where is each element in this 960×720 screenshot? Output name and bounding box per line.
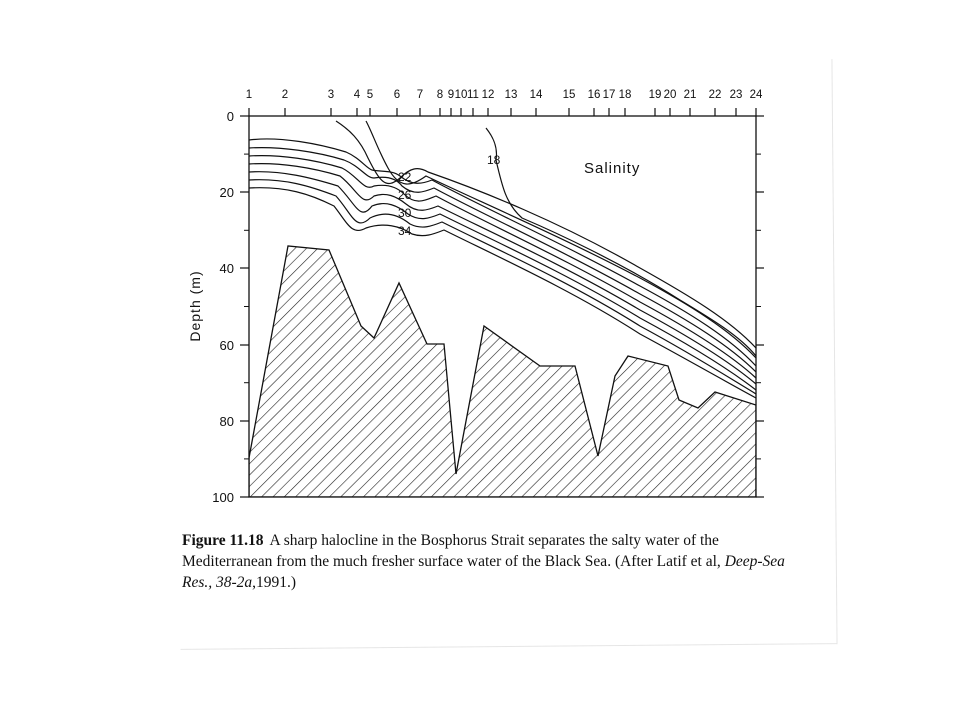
station-label: 9 — [448, 89, 454, 101]
station-label: 1 — [246, 89, 252, 101]
station-label: 13 — [505, 89, 518, 101]
station-label: 7 — [417, 89, 423, 101]
station-axis: 1 2 3 4 5 6 7 8 9 10 11 12 13 14 15 16 17 18 19 20 21 22 23 24 — [246, 89, 763, 116]
station-label: 4 — [354, 89, 361, 101]
station-label: 10 — [455, 89, 468, 101]
station-label: 2 — [282, 89, 288, 101]
caption-year: ,1991.) — [252, 574, 296, 591]
station-label: 17 — [603, 89, 616, 101]
station-label: 20 — [664, 89, 677, 101]
depth-label: 0 — [227, 109, 234, 124]
station-label: 3 — [328, 89, 334, 101]
contour-label-30: 30 — [398, 206, 412, 220]
station-label: 15 — [563, 89, 576, 101]
panel-title: Salinity — [584, 160, 640, 177]
contour-line-surface-b — [366, 121, 756, 358]
y-axis-label: Depth (m) — [187, 270, 203, 341]
caption-label: Figure 11.18 — [182, 532, 264, 549]
station-label: 11 — [467, 89, 479, 101]
station-label: 14 — [530, 89, 543, 101]
station-label: 5 — [367, 89, 373, 101]
station-label: 21 — [684, 89, 697, 101]
station-label: 6 — [394, 89, 400, 101]
depth-label: 80 — [220, 414, 234, 429]
station-label: 24 — [750, 89, 763, 101]
station-label: 16 — [588, 89, 601, 101]
depth-label: 20 — [220, 185, 234, 200]
figure-caption: Figure 11.18 A sharp halocline in the Bos… — [182, 530, 792, 593]
depth-label: 100 — [212, 490, 234, 505]
station-label: 12 — [482, 89, 495, 101]
depth-label: 40 — [220, 261, 234, 276]
contour-label-26: 26 — [398, 188, 412, 202]
station-label: 8 — [437, 89, 443, 101]
station-label: 18 — [619, 89, 632, 101]
contour-label-18: 18 — [487, 153, 501, 167]
station-label: 19 — [649, 89, 662, 101]
seafloor-hatched-area — [249, 246, 756, 497]
contour-label-34: 34 — [398, 224, 412, 238]
station-label: 23 — [730, 89, 743, 101]
depth-label: 60 — [220, 338, 234, 353]
contour-label-22: 22 — [398, 170, 412, 184]
station-label: 22 — [709, 89, 722, 101]
